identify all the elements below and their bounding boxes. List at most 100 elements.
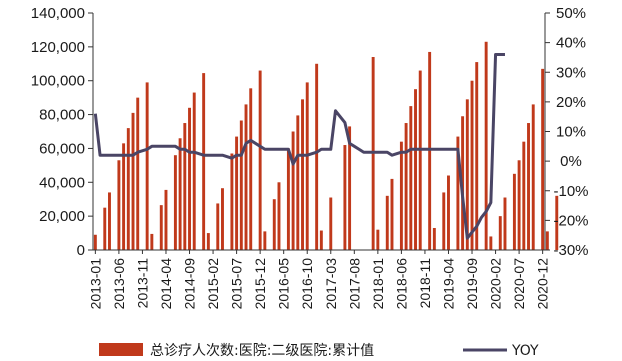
bar-2017-01 — [319, 230, 323, 250]
bar-2014-07 — [178, 138, 182, 250]
left-tick-label: 80,000 — [39, 107, 85, 124]
bar-2015-01 — [206, 233, 210, 250]
bar-2018-08 — [409, 106, 413, 250]
x-tick-label: 2019-04 — [440, 258, 456, 310]
bar-2016-03 — [272, 199, 276, 250]
bar-2018-04 — [390, 178, 394, 250]
bar-2014-12 — [202, 73, 206, 250]
bar-2015-12 — [258, 70, 262, 250]
bar-2018-03 — [385, 195, 389, 250]
bar-2020-01 — [489, 236, 493, 250]
x-tick-label: 2020-02 — [488, 258, 504, 310]
legend-label-bar: 总诊疗人次数:医院:二级医院:累计值 — [150, 343, 374, 359]
bar-2014-03 — [159, 205, 163, 250]
bar-2017-03 — [329, 197, 333, 250]
bar-2016-08 — [296, 115, 300, 250]
x-tick-label: 2014-09 — [182, 258, 198, 310]
bar-2013-04 — [108, 192, 111, 250]
x-tick-label: 2013-06 — [111, 258, 127, 310]
bar-2020-12 — [541, 68, 545, 250]
right-tick-label: 10% — [556, 124, 586, 141]
bar-2020-08 — [522, 141, 526, 250]
bar-2015-09 — [244, 104, 248, 250]
right-tick-label: 0% — [560, 153, 582, 170]
bar-2013-03 — [103, 207, 107, 250]
bar-undefined — [555, 195, 559, 250]
x-tick-label: 2017-03 — [323, 258, 339, 310]
bar-2017-07 — [348, 126, 352, 250]
bar-2020-06 — [512, 173, 516, 250]
bar-2015-10 — [249, 88, 253, 250]
bar-2013-07 — [122, 143, 126, 250]
bar-2015-03 — [216, 203, 220, 250]
x-tick-label: 2013-01 — [87, 258, 103, 310]
x-tick-label: 2016-05 — [276, 258, 292, 310]
right-tick-label: 50% — [556, 5, 586, 22]
left-tick-label: 60,000 — [39, 140, 85, 157]
bar-2013-10 — [136, 97, 140, 250]
legend-swatch-bar — [99, 343, 143, 356]
bar-2020-10 — [531, 104, 535, 250]
bar-2020-07 — [517, 160, 521, 250]
left-tick-label: 120,000 — [31, 39, 85, 56]
bar-2018-01 — [376, 229, 380, 250]
right-tick-label: -20% — [553, 212, 588, 229]
bar-2014-04 — [164, 189, 168, 250]
bar-2013-12 — [145, 82, 149, 250]
right-tick-label: -10% — [553, 183, 588, 200]
bar-2014-08 — [183, 123, 187, 250]
yoy-line-series — [93, 52, 505, 240]
x-tick-label: 2020-12 — [535, 258, 551, 310]
bar-2018-07 — [404, 123, 408, 250]
bar-2015-06 — [230, 153, 234, 250]
right-tick-label: 40% — [556, 35, 586, 52]
bar-2019-04 — [447, 175, 450, 250]
x-tick-label: 2018-01 — [370, 258, 386, 310]
bar-2013-06 — [117, 160, 121, 250]
bar-2019-03 — [442, 192, 446, 250]
right-tick-label: 20% — [556, 94, 586, 111]
bar-2014-01 — [150, 233, 154, 250]
left-axis-ticks: 0 20,000 40,000 60,000 80,000 100,000 120,000 1… — [31, 5, 93, 259]
bar-2013-09 — [131, 112, 135, 250]
bar-2016-09 — [301, 99, 304, 250]
bar-2018-09 — [414, 89, 417, 251]
bar-undefined — [545, 231, 549, 250]
x-tick-label: 2018-06 — [393, 258, 409, 310]
bar-2016-07 — [291, 131, 295, 250]
bar-2020-03 — [498, 216, 502, 250]
bar-2015-04 — [221, 188, 224, 250]
bar-2014-10 — [192, 92, 196, 250]
x-tick-label: 2016-10 — [299, 258, 315, 310]
right-tick-label: -30% — [553, 242, 588, 259]
bar-2015-07 — [235, 136, 239, 250]
bar-2016-06 — [286, 148, 290, 250]
x-tick-label: 2015-12 — [252, 258, 268, 310]
left-tick-label: 20,000 — [39, 208, 85, 225]
bar-2016-10 — [305, 82, 309, 250]
legend-label-line: YOY — [511, 343, 539, 359]
bar-2016-01 — [263, 231, 267, 250]
bar-2020-09 — [527, 123, 530, 250]
right-axis-ticks: -30% -20% -10% 0% 10% 20% 30% 40% 50% — [545, 5, 589, 259]
left-tick-label: 0 — [77, 242, 85, 259]
x-tick-label: 2019-09 — [464, 258, 480, 310]
bar-2019-09 — [470, 80, 474, 251]
x-tick-label: 2013-11 — [134, 258, 150, 309]
left-tick-label: 100,000 — [31, 73, 85, 90]
bar-2019-01 — [432, 227, 436, 250]
bar-2018-10 — [418, 70, 422, 250]
bar-2017-06 — [343, 145, 347, 250]
bar-2013-08 — [126, 128, 130, 250]
bar-2016-12 — [315, 63, 319, 250]
bar-2014-09 — [188, 107, 191, 250]
bar-2020-04 — [503, 197, 507, 250]
x-tick-label: 2018-11 — [417, 258, 433, 309]
x-tick-label: 2020-07 — [511, 258, 527, 310]
left-tick-label: 140,000 — [31, 5, 85, 22]
bar-2019-10 — [475, 62, 479, 251]
right-tick-label: 30% — [556, 64, 586, 81]
bar-2016-04 — [277, 182, 281, 250]
bar-2013-01 — [93, 234, 97, 250]
